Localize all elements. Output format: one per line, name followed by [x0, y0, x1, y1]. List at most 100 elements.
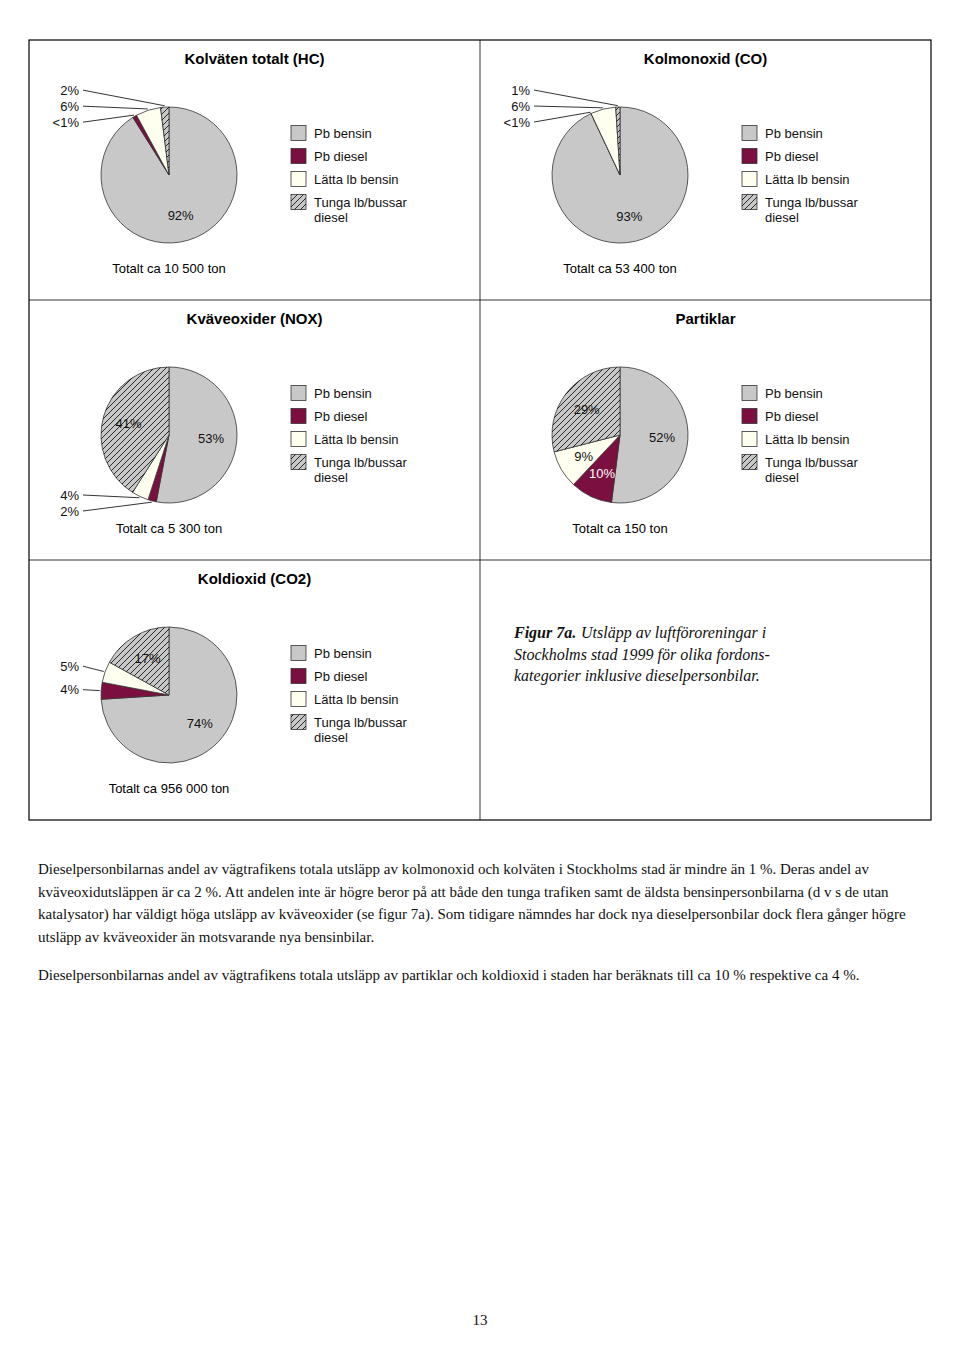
slice-hatch	[161, 107, 169, 175]
slice-hatch	[616, 107, 620, 175]
legend-label: Pb diesel	[314, 409, 368, 424]
legend-label: Pb diesel	[765, 149, 819, 164]
legend-swatch	[291, 126, 306, 141]
legend-label: Pb bensin	[765, 126, 823, 141]
legend-swatch	[742, 386, 757, 401]
leader-line	[83, 502, 152, 511]
data-label: 6%	[60, 99, 79, 114]
grid-frame	[29, 40, 931, 820]
legend-swatch	[742, 126, 757, 141]
legend-swatch	[742, 149, 757, 164]
legend-swatch-hatch	[291, 195, 306, 210]
legend-swatch	[291, 386, 306, 401]
data-label: 1%	[511, 83, 530, 98]
pie-slice	[137, 108, 169, 175]
legend-label: Lätta lb bensin	[765, 432, 850, 447]
data-label: 92%	[168, 208, 194, 223]
chart-subtitle: Totalt ca 150 ton	[572, 521, 667, 536]
legend-swatch	[291, 669, 306, 684]
pie-chart: Partiklar52%10%9%29%Totalt ca 150 tonPb …	[552, 310, 858, 536]
pie-slice	[616, 107, 620, 175]
legend-label: Tunga lb/bussardiesel	[314, 455, 407, 485]
data-labels: 92%2%6%<1%	[53, 83, 194, 223]
legend-swatch-hatch	[742, 455, 757, 470]
legend-swatch	[291, 172, 306, 187]
data-label: 93%	[616, 209, 642, 224]
legend-swatch	[742, 409, 757, 424]
leader-line	[83, 666, 104, 671]
legend-label: Tunga lb/bussardiesel	[765, 455, 858, 485]
legend: Pb bensinPb dieselLätta lb bensinTunga l…	[291, 126, 407, 225]
legend-swatch	[742, 455, 757, 470]
pie-slices	[101, 367, 237, 503]
legend-swatch	[742, 432, 757, 447]
leader-line	[534, 90, 618, 106]
chart-grid: Kolväten totalt (HC) 92% 2%6% <1% Totalt ca …	[0, 0, 960, 840]
leader-line	[83, 115, 134, 122]
data-label: 74%	[187, 716, 213, 731]
chart-title: Partiklar	[675, 310, 735, 327]
legend-swatch-hatch	[291, 455, 306, 470]
slice-hatch	[101, 367, 169, 492]
legend-label: Lätta lb bensin	[765, 172, 850, 187]
chart-title: Koldioxid (CO2)	[198, 570, 311, 587]
data-label: 17%	[135, 651, 161, 666]
data-label: 41%	[115, 416, 141, 431]
legend: Pb bensinPb dieselLätta lb bensinTunga l…	[742, 386, 858, 485]
pie-slice	[101, 107, 237, 243]
chart-subtitle: Totalt ca 5 300 ton	[116, 521, 222, 536]
slice-hatch	[552, 367, 620, 452]
pie-chart: Koldioxid (CO2)74%17%5%4%Totalt ca 956 0…	[60, 570, 407, 796]
leader-line	[83, 106, 148, 109]
data-labels: 52%10%9%29%	[574, 402, 676, 481]
chart-title: Kolväten totalt (HC)	[185, 50, 325, 67]
body-text: Dieselpersonbilarnas andel av vägtrafike…	[38, 858, 922, 1003]
pie-slices	[552, 367, 688, 503]
data-label: 4%	[60, 488, 79, 503]
legend-swatch-hatch	[742, 195, 757, 210]
pie-slice	[591, 107, 620, 175]
pie-slice	[101, 627, 237, 763]
legend-label: Lätta lb bensin	[314, 172, 399, 187]
body-paragraph: Dieselpersonbilarnas andel av vägtrafike…	[38, 858, 922, 948]
pie-slice	[161, 107, 169, 175]
data-label: 5%	[60, 659, 79, 674]
pie-slice	[552, 367, 620, 452]
leader-line	[83, 90, 165, 106]
data-labels: 53%41%4%2%	[60, 416, 224, 519]
legend-swatch	[291, 692, 306, 707]
pie-slices	[101, 627, 237, 763]
pie-slices	[552, 107, 688, 243]
legend-label: Tunga lb/bussardiesel	[314, 715, 407, 745]
legend-label: Pb diesel	[314, 149, 368, 164]
legend-label: Pb bensin	[314, 386, 372, 401]
chart-subtitle: Totalt ca 53 400 ton	[563, 261, 676, 276]
legend-label: Lätta lb bensin	[314, 432, 399, 447]
legend-swatch	[291, 646, 306, 661]
legend-label: Pb diesel	[765, 409, 819, 424]
pie-chart: Kolväten totalt (HC)92%2%6%<1%Totalt ca …	[53, 50, 408, 276]
data-label: 10%	[589, 466, 615, 481]
page: Kolväten totalt (HC) 92% 2%6% <1% Totalt ca …	[0, 0, 960, 1356]
data-label: <1%	[504, 115, 531, 130]
data-label: 4%	[60, 682, 79, 697]
legend-swatch	[291, 432, 306, 447]
data-label: 2%	[60, 83, 79, 98]
data-label: 52%	[649, 430, 675, 445]
pie-slice	[109, 627, 169, 695]
data-label: 53%	[198, 431, 224, 446]
chart-title: Kolmonoxid (CO)	[644, 50, 767, 67]
legend-label: Pb diesel	[314, 669, 368, 684]
legend: Pb bensinPb dieselLätta lb bensinTunga l…	[742, 126, 858, 225]
leader-line	[534, 106, 603, 108]
pie-chart: Kolmonoxid (CO)93%1%6%<1%Totalt ca 53 40…	[504, 50, 859, 276]
legend-label: Tunga lb/bussardiesel	[314, 195, 407, 225]
pie-chart: Kväveoxider (NOX)53%41%4%2%Totalt ca 5 3…	[60, 310, 407, 536]
legend-swatch	[291, 715, 306, 730]
pie-slice	[552, 107, 688, 243]
pie-slice	[101, 367, 169, 492]
legend: Pb bensin Pb diesel Lätta lb bensin Tunga l…	[291, 386, 407, 485]
legend-label: Lätta lb bensin	[314, 692, 399, 707]
chart-title: Kväveoxider (NOX)	[187, 310, 323, 327]
pie-slice	[611, 367, 688, 503]
